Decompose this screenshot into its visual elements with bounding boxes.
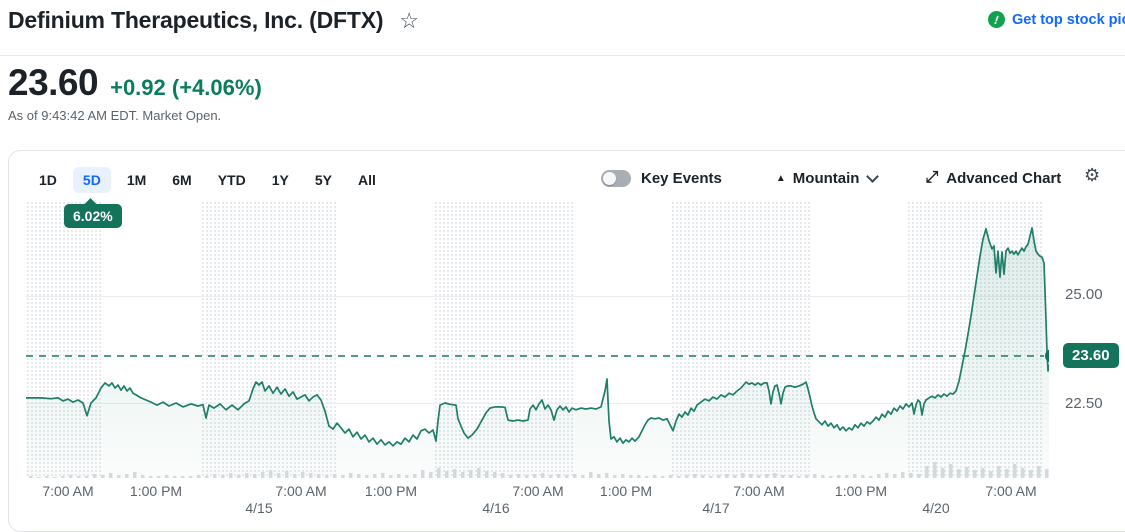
chart-controls: Key Events ▲ Mountain ⤢ Advanced Chart: [601, 169, 1061, 187]
range-button-all[interactable]: All: [357, 172, 376, 188]
advanced-chart-button[interactable]: ⤢ Advanced Chart: [925, 169, 1061, 187]
price-chart[interactable]: [26, 201, 1049, 478]
mountain-icon: ▲: [775, 172, 786, 184]
price-chart-svg: [26, 227, 1049, 478]
range-button-5d[interactable]: 5D: [72, 167, 111, 193]
premium-badge-icon: !: [986, 9, 1007, 30]
x-axis-date-label: 4/16: [482, 500, 510, 516]
page-title: Definium Therapeutics, Inc. (DFTX): [8, 6, 384, 33]
gridline-22.50: [26, 403, 1049, 404]
x-axis-date-label: 4/15: [245, 500, 273, 516]
price-area-fill: [26, 227, 1049, 478]
range-button-5y[interactable]: 5Y: [314, 172, 332, 188]
x-axis-time-label: 1:00 PM: [364, 483, 418, 499]
chart-type-dropdown[interactable]: ▲ Mountain: [775, 169, 880, 187]
x-axis-date-labels: 4/15 4/16 4/17 4/20: [9, 500, 1125, 516]
chart-type-label: Mountain: [792, 169, 860, 187]
gridline-25.00: [26, 296, 1049, 297]
star-icon[interactable]: ☆: [399, 8, 420, 33]
x-axis-time-label: 1:00 PM: [834, 483, 888, 499]
expand-arrow-icon: ⤢: [925, 169, 939, 186]
header-divider: [0, 55, 1125, 56]
x-axis-time-label: 7:00 AM: [275, 483, 327, 499]
range-button-1m[interactable]: 1M: [126, 172, 147, 188]
x-axis-date-label: 4/17: [702, 500, 730, 516]
price-line: [26, 227, 1049, 447]
range-button-6m[interactable]: 6M: [172, 172, 192, 188]
x-axis-time-label: 1:00 PM: [599, 483, 653, 499]
chart-card: 1D 5D 1M 6M YTD 1Y 5Y All Key Events ▲ Mountain…: [8, 150, 1125, 532]
quote-asof: As of 9:43:42 AM EDT. Market Open.: [8, 108, 222, 123]
toggle-knob: [603, 171, 616, 185]
quote-change-amount: +0.92: [110, 75, 166, 100]
header: Definium Therapeutics, Inc. (DFTX) ☆: [8, 6, 419, 34]
quote-change: +0.92 (+4.06%): [110, 75, 262, 101]
x-axis-time-labels: 7:00 AM 1:00 PM 7:00 AM 1:00 PM 7:00 AM 1:00 …: [9, 483, 1125, 499]
range-selector: 1D 5D 1M 6M YTD 1Y 5Y All: [29, 167, 386, 193]
range-button-ytd[interactable]: YTD: [217, 172, 246, 188]
quote-change-percent: (+4.06%): [171, 75, 262, 100]
x-axis-date-label: 4/20: [922, 500, 950, 516]
y-axis-tick: 25.00: [1065, 286, 1103, 303]
current-price-badge: 23.60: [1063, 343, 1119, 368]
advanced-chart-label: Advanced Chart: [946, 169, 1062, 187]
range-change-tooltip: 6.02%: [64, 204, 122, 228]
quote-row: 23.60 +0.92 (+4.06%): [8, 62, 262, 104]
current-price-dashed-line: [26, 354, 1044, 357]
current-price-marker: [1045, 349, 1049, 363]
x-axis-time-label: 7:00 AM: [512, 483, 564, 499]
key-events-label[interactable]: Key Events: [641, 169, 722, 187]
x-axis-time-label: 1:00 PM: [129, 483, 183, 499]
x-axis-time-label: 7:00 AM: [733, 483, 785, 499]
chevron-down-icon: [866, 169, 880, 183]
quote-price: 23.60: [8, 62, 99, 103]
range-button-1d[interactable]: 1D: [39, 172, 57, 188]
y-axis-tick: 22.50: [1065, 395, 1103, 412]
gear-icon[interactable]: ⚙: [1084, 165, 1101, 185]
range-button-1y[interactable]: 1Y: [271, 172, 289, 188]
premium-link[interactable]: ! Get top stock pick: [986, 9, 1125, 30]
premium-link-label: Get top stock pick: [1012, 11, 1125, 28]
x-axis-time-label: 7:00 AM: [985, 483, 1037, 499]
x-axis-time-label: 7:00 AM: [42, 483, 94, 499]
key-events-toggle[interactable]: [601, 169, 631, 187]
